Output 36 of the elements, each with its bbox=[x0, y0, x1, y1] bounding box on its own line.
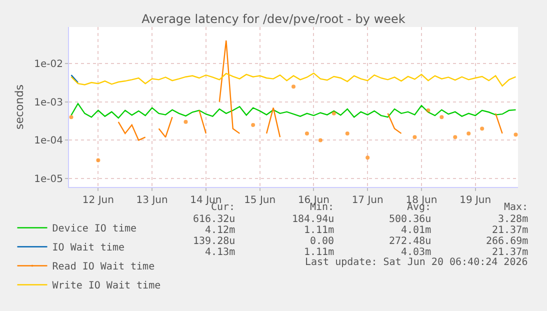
text: 1.11m bbox=[304, 225, 334, 236]
text: 3.28m bbox=[498, 214, 528, 225]
text: 184.94u bbox=[292, 214, 334, 225]
text: 616.32u bbox=[193, 214, 236, 225]
chart-title: Average latency for /dev/pve/root - by week bbox=[142, 12, 406, 26]
text: Max: bbox=[504, 202, 528, 213]
x-tick-label: 12 Jun bbox=[82, 195, 114, 206]
legend-label: Device IO time bbox=[52, 224, 137, 235]
text: 4.12m bbox=[205, 225, 236, 236]
text: Avg: bbox=[407, 202, 432, 213]
x-tick-label: 17 Jun bbox=[352, 195, 384, 206]
y-tick-label: 1e-05 bbox=[34, 174, 63, 185]
text: 266.69m bbox=[486, 236, 528, 247]
y-tick-label: 1e-03 bbox=[34, 97, 63, 108]
y-tick-label: 1e-04 bbox=[34, 136, 63, 147]
text: 500.36u bbox=[389, 214, 432, 225]
line-series bbox=[70, 72, 516, 87]
x-tick-label: 13 Jun bbox=[136, 195, 168, 206]
text: 4.03m bbox=[401, 247, 432, 258]
text: 272.48u bbox=[389, 236, 432, 247]
text: 0.00 bbox=[310, 236, 334, 247]
x-tick-label: 19 Jun bbox=[460, 195, 492, 206]
legend-label: IO Wait time bbox=[52, 242, 125, 254]
text: Last update: Sat Jun 20 06:40:24 2026 bbox=[305, 257, 528, 268]
text: 4.01m bbox=[401, 225, 432, 236]
text: 1.11m bbox=[304, 247, 334, 258]
y-axis-title: seconds bbox=[12, 84, 26, 130]
legend-label: Write IO Wait time bbox=[52, 280, 161, 292]
legend-label: Read IO Wait time bbox=[52, 262, 155, 273]
line-series bbox=[70, 103, 516, 119]
text: 21.37m bbox=[492, 247, 528, 258]
y-tick-label: 1e-02 bbox=[34, 59, 63, 70]
x-tick-label: 15 Jun bbox=[244, 195, 276, 206]
text: 139.28u bbox=[193, 236, 236, 247]
text: 21.37m bbox=[492, 225, 528, 236]
text: 4.13m bbox=[205, 247, 236, 258]
